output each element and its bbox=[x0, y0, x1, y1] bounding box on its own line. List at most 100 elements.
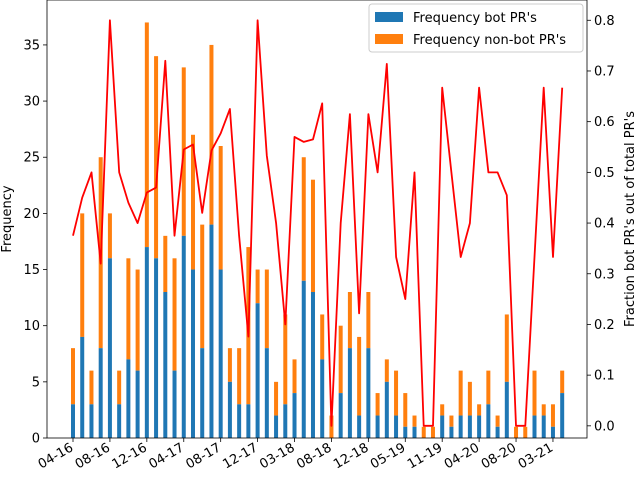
y2-tick-label: 0.2 bbox=[594, 318, 615, 333]
bar-nonbot bbox=[357, 336, 362, 416]
y-axis-label: Frequency bbox=[0, 185, 15, 252]
bar-bot bbox=[71, 404, 75, 438]
bar-nonbot bbox=[200, 224, 205, 349]
legend-swatch-nonbot bbox=[375, 34, 403, 44]
x-tick-label: 04-20 bbox=[442, 440, 482, 472]
y2-tick-label: 0.5 bbox=[594, 166, 615, 181]
bar-bot bbox=[89, 404, 94, 438]
bar-bot bbox=[227, 381, 232, 438]
bar-bot bbox=[172, 370, 177, 438]
bar-nonbot bbox=[301, 157, 306, 281]
fraction-line-layer bbox=[72, 19, 564, 427]
bar-nonbot bbox=[366, 292, 371, 349]
x-tick-label: 08-16 bbox=[73, 440, 113, 472]
bar-nonbot bbox=[338, 325, 343, 394]
bar-bot bbox=[560, 393, 565, 438]
x-tick-label: 12-16 bbox=[110, 440, 150, 472]
bar-bot bbox=[255, 303, 260, 438]
y-tick-label: 30 bbox=[23, 95, 40, 110]
bar-nonbot bbox=[449, 415, 454, 427]
bar-bot bbox=[190, 269, 195, 438]
bar-nonbot bbox=[477, 404, 482, 416]
bar-nonbot bbox=[440, 404, 445, 416]
bar-bot bbox=[550, 426, 555, 438]
bar-nonbot bbox=[154, 56, 159, 259]
bar-nonbot bbox=[126, 258, 131, 360]
y2-tick-label: 0.8 bbox=[594, 14, 615, 29]
bar-nonbot bbox=[218, 146, 223, 270]
bar-bot bbox=[117, 404, 122, 438]
bar-nonbot bbox=[283, 314, 288, 405]
bar-nonbot bbox=[412, 415, 417, 427]
bar-bot bbox=[458, 415, 463, 438]
x-tick-label: 11-19 bbox=[405, 440, 445, 472]
x-tick-label: 08-20 bbox=[479, 440, 519, 472]
y-tick-label: 0 bbox=[32, 432, 40, 447]
bar-bot bbox=[126, 359, 131, 438]
bar-bot bbox=[495, 426, 500, 438]
bar-nonbot bbox=[375, 393, 380, 416]
y-tick-label: 25 bbox=[23, 151, 40, 166]
bar-nonbot bbox=[394, 370, 399, 416]
bar-bot bbox=[477, 415, 482, 438]
bar-bot bbox=[154, 258, 159, 438]
bar-nonbot bbox=[255, 269, 260, 304]
bar-bot bbox=[467, 415, 472, 438]
bar-bot bbox=[486, 404, 491, 438]
bar-bot bbox=[338, 393, 343, 438]
bar-bot bbox=[310, 292, 315, 438]
legend-swatch-bot bbox=[375, 12, 403, 22]
fraction-line bbox=[72, 19, 564, 427]
left-axis: 0 5 10 15 20 25 30 35 bbox=[23, 38, 47, 447]
bar-nonbot bbox=[347, 292, 352, 349]
x-tick-label: 03-18 bbox=[257, 440, 297, 472]
y2-tick-label: 0.1 bbox=[594, 369, 615, 384]
bar-nonbot bbox=[209, 44, 214, 225]
bar-nonbot bbox=[329, 415, 334, 438]
bar-bot bbox=[347, 348, 352, 438]
bar-nonbot bbox=[384, 359, 389, 382]
bar-nonbot bbox=[163, 235, 168, 292]
bar-nonbot bbox=[467, 381, 472, 416]
x-tick-label: 04-16 bbox=[36, 440, 76, 472]
bar-nonbot bbox=[274, 381, 279, 416]
bar-nonbot bbox=[80, 213, 85, 337]
y-tick-label: 35 bbox=[23, 38, 40, 53]
bar-nonbot bbox=[458, 370, 463, 416]
bar-nonbot bbox=[523, 426, 528, 438]
legend-label-nonbot: Frequency non-bot PR's bbox=[413, 33, 566, 48]
bar-nonbot bbox=[403, 393, 408, 427]
bar-bot bbox=[200, 348, 205, 438]
x-tick-label: 12-18 bbox=[331, 440, 371, 472]
bar-bot bbox=[320, 359, 325, 438]
bar-bot bbox=[384, 381, 389, 438]
y2-tick-label: 0.0 bbox=[594, 419, 615, 434]
bar-nonbot bbox=[292, 359, 297, 394]
y-tick-label: 15 bbox=[23, 263, 40, 278]
legend-label-bot: Frequency bot PR's bbox=[413, 11, 537, 26]
bar-bot bbox=[80, 336, 85, 438]
x-tick-label: 04-17 bbox=[147, 440, 187, 472]
bar-nonbot bbox=[532, 370, 537, 416]
bar-bot bbox=[357, 415, 362, 438]
x-axis: 04-1608-1612-1604-1708-1712-1703-1808-18… bbox=[36, 438, 556, 472]
bar-nonbot bbox=[172, 258, 177, 371]
bar-nonbot bbox=[135, 269, 140, 371]
plot-frame bbox=[46, 0, 588, 439]
bar-nonbot bbox=[310, 179, 315, 292]
bar-bot bbox=[440, 415, 445, 438]
x-tick-label: 12-17 bbox=[220, 440, 260, 472]
bar-nonbot bbox=[89, 370, 94, 405]
bar-nonbot bbox=[107, 213, 112, 259]
bar-bot bbox=[209, 224, 214, 438]
right-axis: 0.0 0.1 0.2 0.3 0.4 0.5 0.6 0.7 0.8 bbox=[587, 14, 615, 434]
bar-bot bbox=[403, 426, 408, 438]
bar-bot bbox=[107, 258, 112, 438]
y-tick-label: 20 bbox=[23, 207, 40, 222]
bar-nonbot bbox=[264, 269, 269, 349]
bar-nonbot bbox=[227, 348, 232, 382]
bar-nonbot bbox=[504, 314, 509, 382]
bar-nonbot bbox=[144, 22, 149, 248]
bar-nonbot bbox=[320, 314, 325, 360]
